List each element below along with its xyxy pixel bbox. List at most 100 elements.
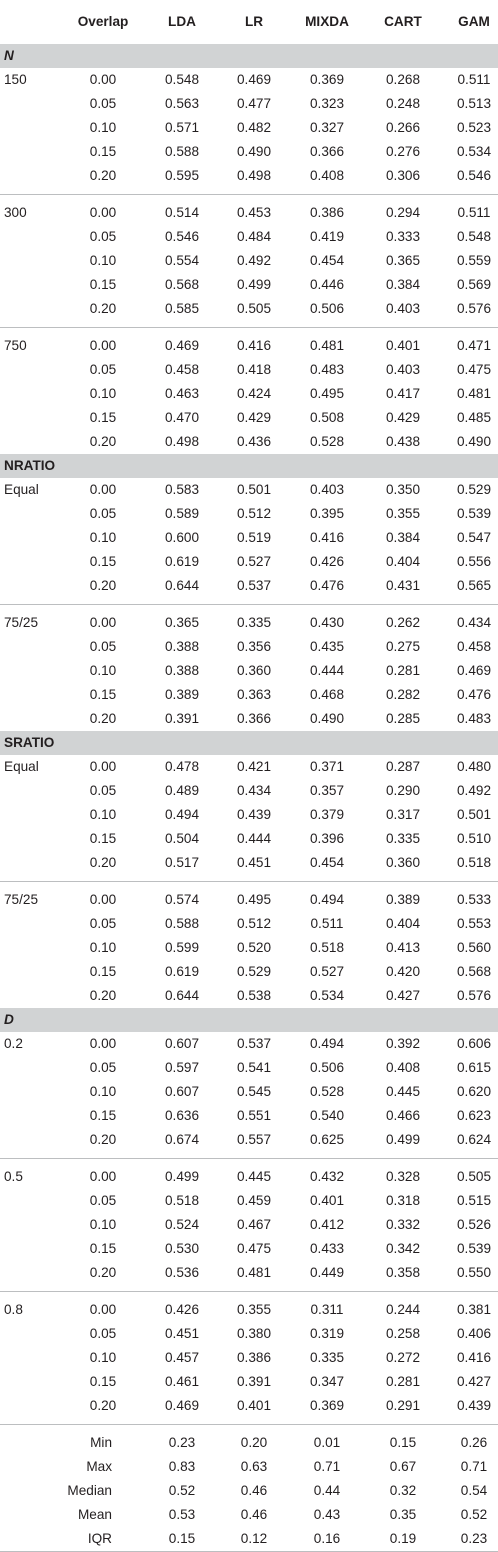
cell-lr: 0.436 [236, 434, 272, 449]
cell-lr: 0.551 [236, 1108, 272, 1123]
cell-overlap: 0.10 [89, 807, 117, 822]
cell-mixda: 0.433 [309, 1241, 345, 1256]
cell-overlap: 0.05 [89, 96, 117, 111]
table-row: 0.15 0.619 0.527 0.426 0.404 0.556 [0, 550, 498, 574]
cell-gam: 0.523 [456, 120, 492, 135]
cell-mixda: 0.432 [309, 1169, 345, 1184]
group-divider [0, 327, 498, 328]
table-row: 0.15 0.636 0.551 0.540 0.466 0.623 [0, 1104, 498, 1128]
cell-lda: 0.391 [164, 711, 200, 726]
cell-lr: 0.401 [236, 1398, 272, 1413]
cell-overlap: 0.15 [89, 554, 117, 569]
cell-lr: 0.434 [236, 783, 272, 798]
cell-overlap: 0.10 [89, 1084, 117, 1099]
group-label: Equal [4, 482, 39, 497]
cell-mixda: 0.490 [309, 711, 345, 726]
cell-cart: 0.317 [385, 807, 421, 822]
cell-gam: 0.553 [456, 916, 492, 931]
cell-cart: 0.499 [385, 1132, 421, 1147]
table-row: 0.20 0.517 0.451 0.454 0.360 0.518 [0, 851, 498, 875]
table-row: 0.10 0.457 0.386 0.335 0.272 0.416 [0, 1346, 498, 1370]
cell-overlap: 0.15 [89, 1108, 117, 1123]
cell-cart: 0.281 [385, 663, 421, 678]
cell-lda: 0.517 [164, 855, 200, 870]
summary-lda: 0.15 [168, 1531, 196, 1546]
cell-lr: 0.459 [236, 1193, 272, 1208]
table-row: 0.15 0.461 0.391 0.347 0.281 0.427 [0, 1370, 498, 1394]
cell-gam: 0.526 [456, 1217, 492, 1232]
table-row: 0.8 0.00 0.426 0.355 0.311 0.244 0.381 [0, 1298, 498, 1322]
cell-mixda: 0.494 [309, 892, 345, 907]
summary-cart: 0.19 [389, 1531, 417, 1546]
cell-cart: 0.404 [385, 916, 421, 931]
table-row: 0.20 0.391 0.366 0.490 0.285 0.483 [0, 707, 498, 731]
cell-gam: 0.381 [456, 1302, 492, 1317]
cell-gam: 0.623 [456, 1108, 492, 1123]
cell-cart: 0.427 [385, 988, 421, 1003]
cell-lr: 0.439 [236, 807, 272, 822]
cell-lr: 0.366 [236, 711, 272, 726]
cell-mixda: 0.446 [309, 277, 345, 292]
cell-gam: 0.576 [456, 988, 492, 1003]
group-label: 0.5 [4, 1169, 23, 1184]
cell-gam: 0.475 [456, 362, 492, 377]
cell-lr: 0.386 [236, 1350, 272, 1365]
table-row: 0.10 0.463 0.424 0.495 0.417 0.481 [0, 382, 498, 406]
cell-lr: 0.355 [236, 1302, 272, 1317]
cell-lr: 0.492 [236, 253, 272, 268]
cell-gam: 0.458 [456, 639, 492, 654]
cell-lda: 0.470 [164, 410, 200, 425]
cell-lr: 0.356 [236, 639, 272, 654]
cell-overlap: 0.20 [89, 711, 117, 726]
cell-cart: 0.413 [385, 940, 421, 955]
cell-lda: 0.607 [164, 1036, 200, 1051]
table-row: 750 0.00 0.469 0.416 0.481 0.401 0.471 [0, 334, 498, 358]
cell-lda: 0.585 [164, 301, 200, 316]
cell-mixda: 0.527 [309, 964, 345, 979]
column-header-lda: LDA [168, 14, 196, 29]
cell-gam: 0.565 [456, 578, 492, 593]
cell-cart: 0.333 [385, 229, 421, 244]
cell-lda: 0.588 [164, 916, 200, 931]
cell-lda: 0.644 [164, 988, 200, 1003]
cell-lda: 0.463 [164, 386, 200, 401]
cell-lr: 0.451 [236, 855, 272, 870]
cell-lr: 0.477 [236, 96, 272, 111]
cell-overlap: 0.10 [89, 663, 117, 678]
section-label: SRATIO [4, 735, 55, 750]
table-row: 0.15 0.619 0.529 0.527 0.420 0.568 [0, 960, 498, 984]
cell-lr: 0.490 [236, 144, 272, 159]
cell-gam: 0.550 [456, 1265, 492, 1280]
table-row: 0.20 0.674 0.557 0.625 0.499 0.624 [0, 1128, 498, 1152]
summary-row: IQR 0.15 0.12 0.16 0.19 0.23 [0, 1527, 498, 1552]
cell-lda: 0.469 [164, 1398, 200, 1413]
cell-mixda: 0.468 [309, 687, 345, 702]
cell-mixda: 0.444 [309, 663, 345, 678]
cell-lda: 0.461 [164, 1374, 200, 1389]
cell-overlap: 0.20 [89, 1132, 117, 1147]
table-row: 0.05 0.388 0.356 0.435 0.275 0.458 [0, 635, 498, 659]
group-divider [0, 1291, 498, 1292]
cell-overlap: 0.20 [89, 434, 117, 449]
summary-lda: 0.53 [168, 1507, 196, 1522]
cell-lda: 0.518 [164, 1193, 200, 1208]
cell-cart: 0.318 [385, 1193, 421, 1208]
cell-cart: 0.384 [385, 277, 421, 292]
cell-lr: 0.495 [236, 892, 272, 907]
cell-gam: 0.469 [456, 663, 492, 678]
column-header-cart: CART [384, 14, 422, 29]
cell-gam: 0.615 [456, 1060, 492, 1075]
cell-cart: 0.342 [385, 1241, 421, 1256]
cell-cart: 0.332 [385, 1217, 421, 1232]
summary-gam: 0.26 [460, 1435, 488, 1450]
cell-lr: 0.467 [236, 1217, 272, 1232]
cell-mixda: 0.319 [309, 1326, 345, 1341]
cell-lr: 0.444 [236, 831, 272, 846]
table-row: 0.05 0.489 0.434 0.357 0.290 0.492 [0, 779, 498, 803]
summary-gam: 0.54 [460, 1483, 488, 1498]
cell-overlap: 0.05 [89, 1060, 117, 1075]
table-row: 0.10 0.524 0.467 0.412 0.332 0.526 [0, 1213, 498, 1237]
summary-divider [0, 1424, 498, 1425]
cell-overlap: 0.20 [89, 1398, 117, 1413]
cell-lda: 0.514 [164, 205, 200, 220]
